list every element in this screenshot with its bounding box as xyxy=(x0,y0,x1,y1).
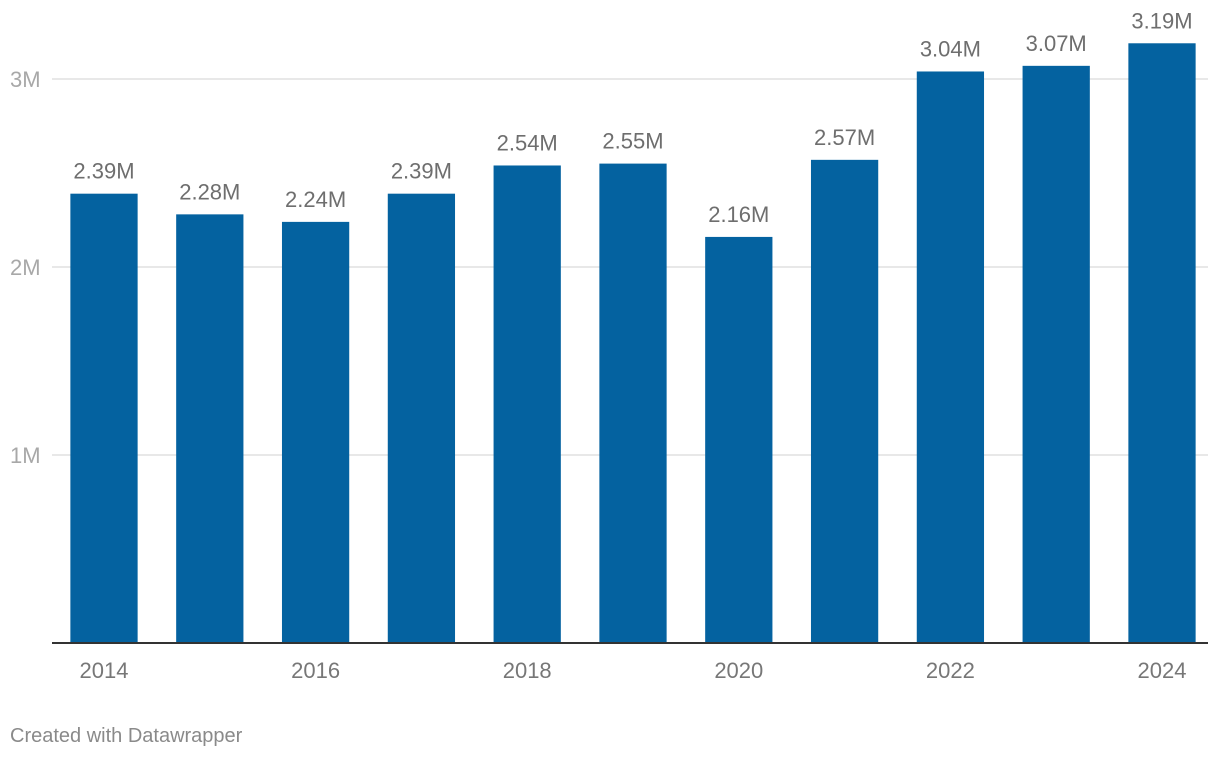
y-tick-label-2M: 2M xyxy=(10,255,41,280)
bars xyxy=(70,43,1196,644)
bar-2020 xyxy=(705,236,773,644)
data-labels: 2.39M 2.28M 2.24M 2.39M 2.54M 2.55M 2.16M 2.57M… xyxy=(73,8,1192,227)
bar-2015 xyxy=(176,214,244,644)
bar-2014 xyxy=(70,193,138,643)
bar-2021 xyxy=(810,159,879,643)
data-label-2018: 2.54M xyxy=(497,130,558,155)
axes: 1M 2M 3M 2014 2016 2018 2020 2022 2024 xyxy=(10,67,1208,683)
y-tick-label-1M: 1M xyxy=(10,443,41,468)
data-label-2019: 2.55M xyxy=(602,129,663,154)
data-label-2014: 2.39M xyxy=(73,159,134,184)
bar-2016 xyxy=(281,221,350,643)
data-label-2015: 2.28M xyxy=(179,179,240,204)
bar-2022 xyxy=(916,71,985,644)
data-label-2021: 2.57M xyxy=(814,125,875,150)
bar-2017 xyxy=(387,193,456,643)
data-label-2017: 2.39M xyxy=(391,159,452,184)
x-tick-label-2018: 2018 xyxy=(503,658,552,683)
x-tick-label-2022: 2022 xyxy=(926,658,975,683)
x-tick-label-2024: 2024 xyxy=(1138,658,1187,683)
y-tick-label-3M: 3M xyxy=(10,67,41,92)
data-label-2022: 3.04M xyxy=(920,36,981,61)
x-tick-label-2016: 2016 xyxy=(291,658,340,683)
x-tick-label-2020: 2020 xyxy=(714,658,763,683)
data-label-2024: 3.19M xyxy=(1131,8,1192,33)
data-label-2023: 3.07M xyxy=(1026,31,1087,56)
bar-2018 xyxy=(493,165,561,644)
credit-text: Created with Datawrapper xyxy=(10,725,243,747)
bar-2023 xyxy=(1022,65,1090,644)
bar-2024 xyxy=(1128,43,1196,643)
data-label-2020: 2.16M xyxy=(708,202,769,227)
x-tick-label-2014: 2014 xyxy=(80,658,129,683)
bar-2019 xyxy=(599,163,667,643)
data-label-2016: 2.24M xyxy=(285,187,346,212)
